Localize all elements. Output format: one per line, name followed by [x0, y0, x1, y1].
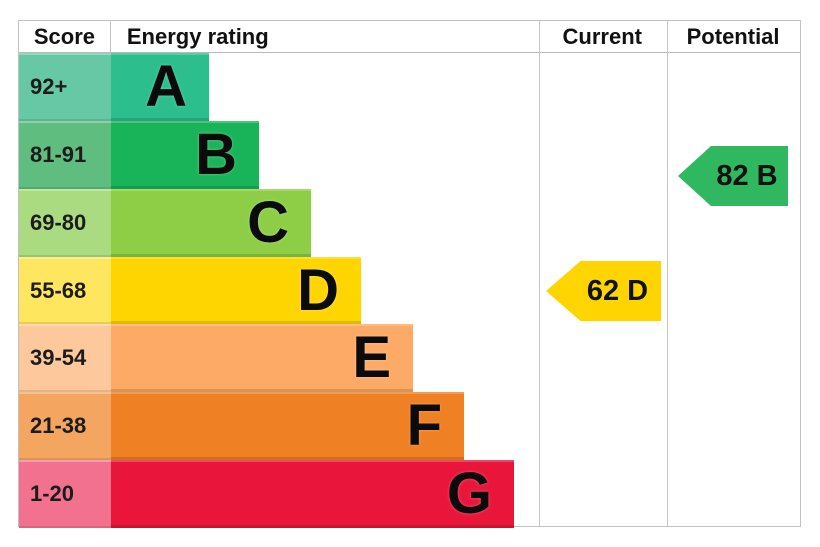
current-rating-label: 62 D	[586, 274, 649, 307]
header-potential: Potential	[686, 23, 780, 49]
epc-table: Score Energy rating Current Potential 92…	[18, 20, 801, 529]
band-bar-g: G	[111, 460, 514, 529]
band-row-a: 92+ A	[19, 53, 800, 121]
score-range-d: 55-68	[19, 256, 111, 325]
table-header: Score Energy rating Current Potential	[19, 21, 800, 53]
header-energy-rating: Energy rating	[126, 23, 269, 49]
band-bar-c: C	[111, 188, 311, 257]
band-letter-c: C	[247, 189, 289, 255]
band-letter-g: G	[446, 461, 492, 527]
header-current: Current	[562, 23, 642, 49]
score-range-g: 1-20	[19, 460, 111, 529]
score-range-c: 69-80	[19, 188, 111, 257]
band-bar-d: D	[111, 256, 361, 325]
band-rows: 92+ A 81-91 B 69-80 C 55-68 D	[19, 53, 800, 529]
band-letter-f: F	[406, 393, 442, 459]
potential-column-divider	[667, 21, 668, 526]
band-letter-b: B	[195, 121, 237, 187]
band-bar-b: B	[111, 120, 259, 189]
band-row-e: 39-54 E	[19, 324, 800, 393]
score-range-e: 39-54	[19, 324, 111, 393]
current-column-divider	[539, 21, 540, 526]
potential-rating-label: 82 B	[716, 159, 778, 192]
band-row-c: 69-80 C	[19, 188, 800, 257]
score-range-a: 92+	[19, 53, 111, 121]
score-range-f: 21-38	[19, 392, 111, 461]
band-bar-a: A	[111, 53, 209, 121]
band-letter-a: A	[145, 53, 187, 119]
score-range-b: 81-91	[19, 120, 111, 189]
band-letter-d: D	[297, 257, 339, 323]
band-bar-e: E	[111, 324, 413, 393]
band-row-d: 55-68 D	[19, 256, 800, 325]
band-row-b: 81-91 B	[19, 120, 800, 189]
band-row-g: 1-20 G	[19, 460, 800, 529]
band-row-f: 21-38 F	[19, 392, 800, 461]
band-letter-e: E	[352, 325, 391, 391]
band-bar-f: F	[111, 392, 464, 461]
header-score: Score	[19, 21, 111, 52]
